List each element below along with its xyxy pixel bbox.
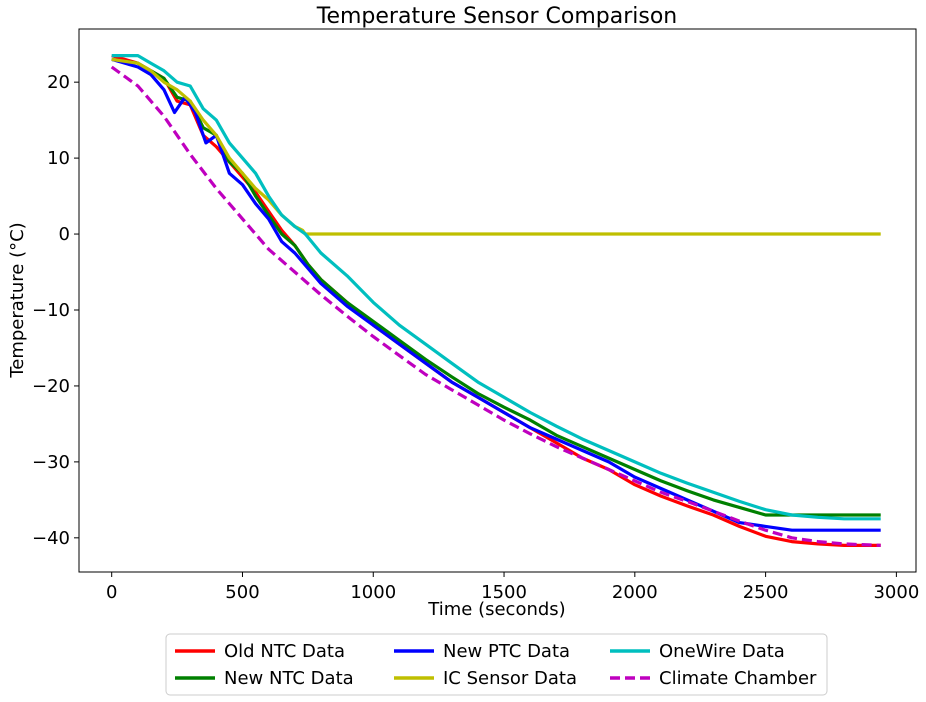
x-tick-label: 3000 xyxy=(873,582,919,603)
x-tick-label: 2500 xyxy=(743,582,789,603)
legend-label: IC Sensor Data xyxy=(443,668,577,689)
legend-label: Climate Chamber xyxy=(659,668,817,689)
y-tick-label: 0 xyxy=(59,224,70,245)
chart-title: Temperature Sensor Comparison xyxy=(316,4,677,29)
x-tick-label: 2000 xyxy=(612,582,658,603)
y-tick-label: −10 xyxy=(32,300,70,321)
x-axis: 0 500 1000 1500 2000 2500 3000 xyxy=(106,572,919,603)
legend-label: New NTC Data xyxy=(224,668,354,689)
y-tick-label: 20 xyxy=(47,72,70,93)
legend-label: OneWire Data xyxy=(659,641,785,662)
legend-label: Old NTC Data xyxy=(224,641,345,662)
plot-area xyxy=(78,28,917,573)
series-line-climate-chamber xyxy=(110,65,881,547)
x-tick-label: 500 xyxy=(225,582,259,603)
y-tick-label: −40 xyxy=(32,528,70,549)
y-axis-label: Temperature (°C) xyxy=(7,222,28,378)
legend: Old NTC Data New NTC Data New PTC Data IC S… xyxy=(175,641,817,689)
x-axis-label: Time (seconds) xyxy=(427,599,565,620)
y-tick-label: 10 xyxy=(47,148,70,169)
series-layer xyxy=(110,53,881,548)
legend-box xyxy=(165,633,828,696)
x-tick-label: 1000 xyxy=(350,582,396,603)
x-tick-label: 1500 xyxy=(481,582,527,603)
x-tick-label: 0 xyxy=(106,582,117,603)
legend-label: New PTC Data xyxy=(443,641,570,662)
y-tick-label: −20 xyxy=(32,376,70,397)
y-tick-label: −30 xyxy=(32,452,70,473)
series-line-onewire-data xyxy=(111,53,881,521)
y-axis: −40 −30 −20 −10 0 10 20 xyxy=(32,72,79,549)
